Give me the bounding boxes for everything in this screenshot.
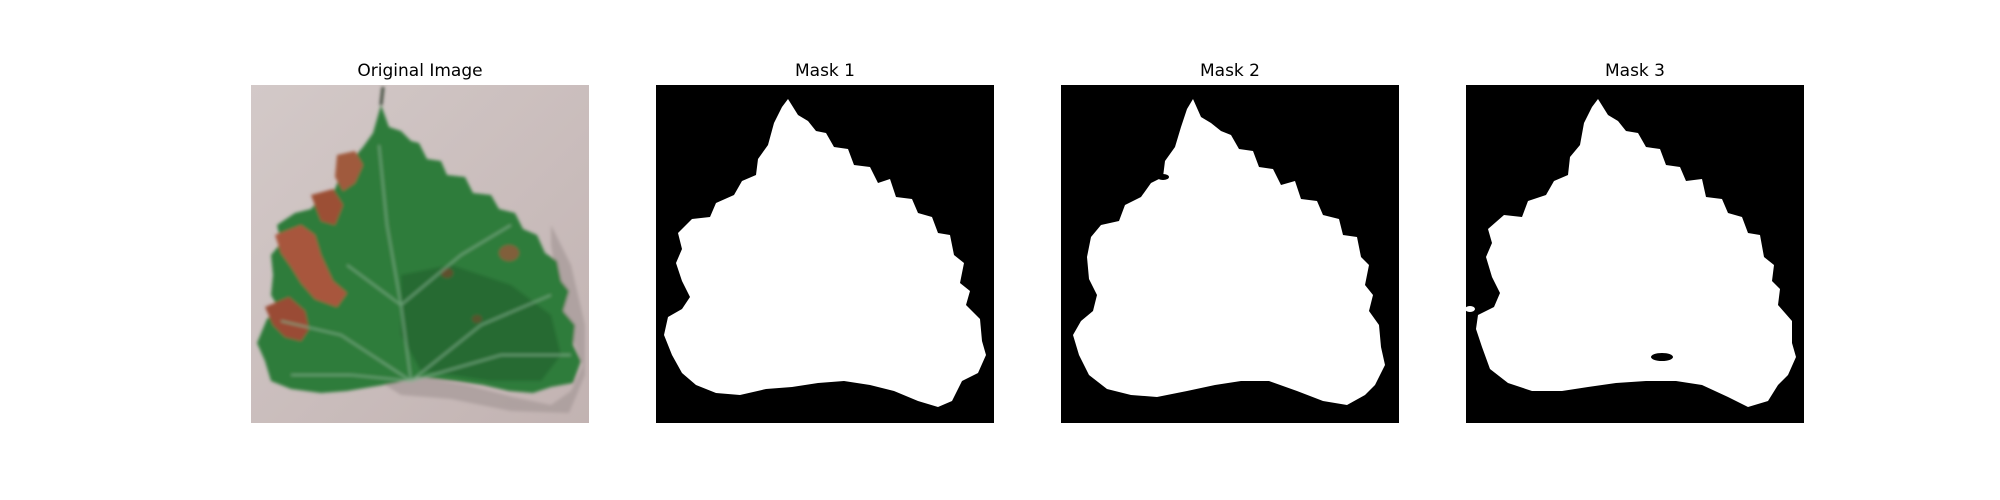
mask-3-leaf-region (1476, 99, 1796, 407)
panel-title: Mask 2 (1199, 61, 1260, 81)
lesion-spot-lower (472, 315, 482, 323)
mask-3-hole (1466, 306, 1475, 312)
panel-title: Mask 1 (794, 61, 855, 81)
mask-3-panel: Mask 3 (1466, 58, 1804, 423)
mask-3-image (1466, 85, 1804, 423)
leaf-dark-patch (401, 265, 561, 381)
mask-1-image (656, 85, 994, 423)
lesion-mid (311, 189, 343, 225)
lesion-left-lower (265, 297, 309, 341)
lesion-spot-right (499, 245, 519, 261)
mask-2-image (1061, 85, 1399, 423)
leaf-photo (251, 85, 589, 423)
lesion-spot-center (441, 268, 453, 278)
lesion-left-large (275, 225, 347, 307)
leaf-stem (379, 86, 385, 106)
mask-1-leaf-region (664, 99, 986, 407)
mask-2-hole (1157, 174, 1169, 180)
panel-title: Original Image (357, 61, 483, 81)
mask-1-panel: Mask 1 (656, 58, 994, 423)
mask-3-hole (1651, 353, 1673, 361)
leaf-veins (280, 144, 571, 382)
mask-2-leaf-region (1073, 99, 1385, 405)
original-image-panel: Original Image (251, 58, 589, 423)
mask-2-hole (1154, 171, 1160, 175)
mask-2-panel: Mask 2 (1061, 58, 1399, 423)
panel-title: Mask 3 (1604, 61, 1665, 81)
lesion-upper (335, 151, 363, 191)
